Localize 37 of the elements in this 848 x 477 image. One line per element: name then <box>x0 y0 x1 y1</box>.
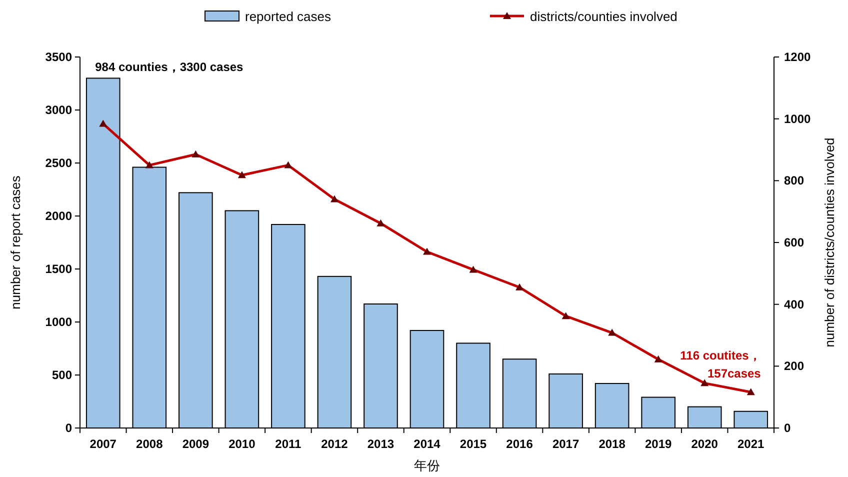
x-tick-label: 2010 <box>228 437 256 451</box>
y2-tick-label: 1000 <box>784 112 812 126</box>
y-tick-label: 2000 <box>45 209 72 223</box>
y-tick-label: 3500 <box>45 50 72 64</box>
legend-label: districts/counties involved <box>530 9 678 24</box>
y-tick-label: 1000 <box>45 315 72 329</box>
x-tick-label: 2021 <box>738 437 765 451</box>
y2-tick-label: 200 <box>784 359 804 374</box>
annotation: 984 counties，3300 cases <box>95 60 244 74</box>
y2-tick-label: 600 <box>784 236 804 250</box>
x-tick-label: 2018 <box>598 437 626 451</box>
x-tick-label: 2011 <box>275 437 302 451</box>
y2-tick-label: 1200 <box>784 50 812 64</box>
y-tick-label: 500 <box>52 368 72 382</box>
x-tick-label: 2020 <box>691 437 718 451</box>
y-tick-label: 2500 <box>45 156 72 170</box>
x-tick-label: 2017 <box>552 437 580 451</box>
y2-tick-label: 0 <box>784 421 791 435</box>
annotation: 116 coutites， 157cases <box>680 348 762 380</box>
x-tick-label: 2009 <box>182 437 210 451</box>
x-tick-label: 2015 <box>460 437 487 451</box>
legend-label: reported cases <box>245 9 332 24</box>
x-tick-label: 2016 <box>506 437 534 451</box>
y-axis-title: number of report cases <box>8 175 23 310</box>
y-tick-label: 1500 <box>45 262 72 276</box>
x-tick-label: 2008 <box>136 437 164 451</box>
y2-tick-label: 400 <box>784 297 804 312</box>
x-tick-label: 2019 <box>644 437 672 451</box>
y2-tick-label: 800 <box>784 174 804 188</box>
x-tick-label: 2012 <box>321 437 348 451</box>
x-tick-label: 2007 <box>90 437 117 451</box>
y-tick-label: 3000 <box>45 103 72 117</box>
x-tick-label: 2014 <box>414 437 441 451</box>
x-axis-title: 年份 <box>414 458 440 473</box>
x-tick-label: 2013 <box>367 437 394 451</box>
y2-axis-title: number of districts/counties involved <box>822 138 837 348</box>
y-tick-label: 0 <box>65 421 72 435</box>
